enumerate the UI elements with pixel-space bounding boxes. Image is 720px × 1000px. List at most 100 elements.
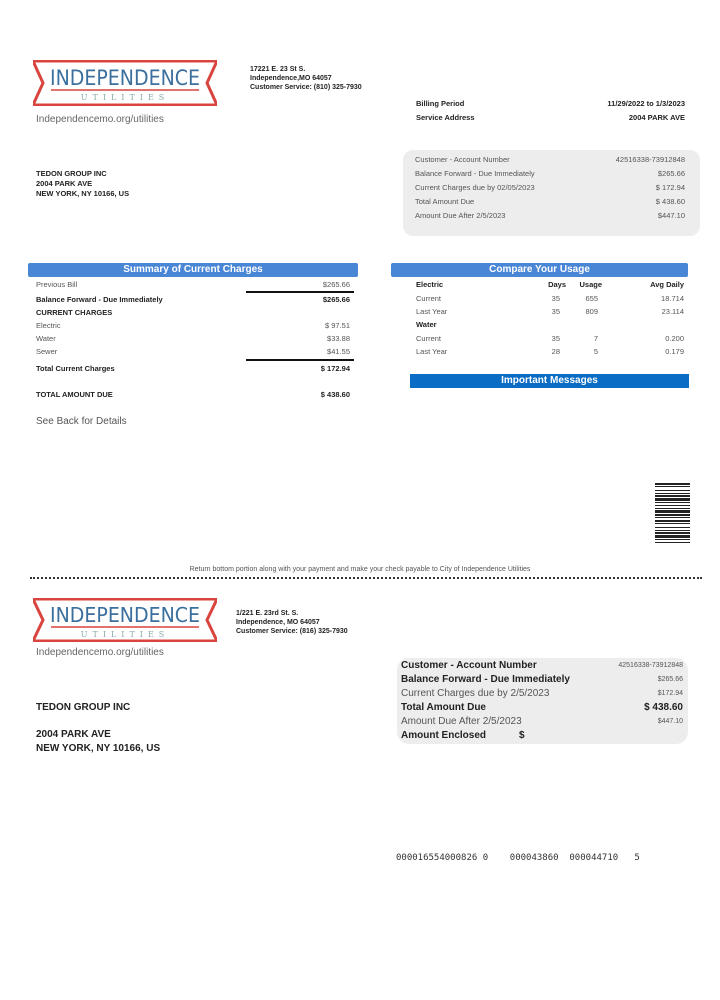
- barcode-bar: [655, 520, 690, 522]
- usage-days: 35: [551, 307, 560, 316]
- company-address: 17221 E. 23 St S. Independence,MO 64057 …: [250, 65, 362, 92]
- svg-text:UTILITIES: UTILITIES: [81, 630, 170, 639]
- stub-customer-address: 2004 PARK AVE NEW YORK, NY 10166, US: [36, 728, 160, 756]
- balance-forward-value: $265.66: [657, 169, 685, 178]
- account-number-value: 42516338-73912848: [618, 662, 683, 669]
- amount-after-value: $447.10: [657, 718, 683, 725]
- barcode-bar: [655, 510, 690, 513]
- ocr-scanline: 000016554000826 0 000043860 000044710 5: [396, 853, 640, 863]
- svg-text:UTILITIES: UTILITIES: [81, 93, 170, 102]
- return-instructions: Return bottom portion along with your pa…: [189, 566, 531, 573]
- usage-row-label: Last Year: [416, 307, 448, 316]
- total-due-value: $ 438.60: [644, 702, 683, 713]
- previous-bill-value: $265.66: [322, 280, 350, 289]
- customer-name: TEDON GROUP INC: [36, 169, 107, 178]
- usage-days: 35: [551, 294, 560, 303]
- current-charges-value: $ 172.94: [655, 183, 685, 192]
- usage-value: 809: [585, 307, 598, 316]
- website-link[interactable]: Independencemo.org/utilities: [36, 114, 164, 125]
- column-days: Days: [548, 280, 566, 289]
- charge-label: Electric: [36, 321, 61, 330]
- charge-value: $41.55: [327, 347, 350, 356]
- usage-days: 35: [551, 334, 560, 343]
- barcode-bar: [655, 535, 690, 538]
- current-charges-heading: CURRENT CHARGES: [36, 308, 113, 317]
- tear-line: [30, 577, 702, 579]
- customer-street: 2004 PARK AVE: [36, 179, 93, 188]
- barcode-bar: [655, 539, 690, 540]
- usage-value: 7: [593, 334, 598, 343]
- usage-row-label: Current: [416, 334, 442, 343]
- total-due-value: $ 438.60: [655, 197, 685, 206]
- customer-street: 2004 PARK AVE: [36, 729, 111, 740]
- address-line: 17221 E. 23 St S.: [250, 66, 306, 73]
- svg-text:INDEPENDENCE: INDEPENDENCE: [50, 603, 200, 627]
- charge-label: Water: [36, 334, 56, 343]
- stub-company-address: 1/221 E. 23rd St. S. Independence, MO 64…: [236, 609, 348, 636]
- previous-bill-label: Previous Bill: [36, 280, 78, 289]
- customer-service-phone: Customer Service: (816) 325-7930: [236, 628, 348, 635]
- water-label: Water: [416, 320, 437, 329]
- balance-forward-label: Balance Forward - Due Immediately: [415, 169, 535, 178]
- balance-forward-label: Balance Forward - Due Immediately: [401, 674, 570, 685]
- amount-after-label: Amount Due After 2/5/2023: [401, 716, 522, 727]
- usage-avg: 0.179: [665, 347, 684, 356]
- customer-address-block: TEDON GROUP INC 2004 PARK AVE NEW YORK, …: [36, 169, 129, 199]
- balance-forward-label: Balance Forward - Due Immediately: [36, 295, 163, 304]
- service-address-value: 2004 PARK AVE: [628, 113, 685, 122]
- amount-enclosed-input[interactable]: $: [519, 730, 525, 741]
- account-summary-box: Customer - Account Number 42516338-739128…: [403, 150, 700, 236]
- total-amount-due-value: $ 438.60: [320, 390, 350, 399]
- balance-forward-value: $265.66: [322, 295, 350, 304]
- current-charges-value: $172.94: [657, 690, 683, 697]
- divider: [246, 359, 354, 361]
- svg-text:INDEPENDENCE: INDEPENDENCE: [50, 66, 200, 90]
- usage-table: Electric Days Usage Avg Daily Current 35…: [416, 278, 684, 368]
- see-back-note: See Back for Details: [36, 416, 127, 427]
- website-link[interactable]: Independencemo.org/utilities: [36, 647, 164, 658]
- total-due-label: Total Amount Due: [415, 197, 475, 206]
- company-logo: INDEPENDENCE UTILITIES: [33, 598, 217, 642]
- important-messages-header: Important Messages: [410, 374, 689, 388]
- customer-city: NEW YORK, NY 10166, US: [36, 743, 161, 754]
- total-due-label: Total Amount Due: [401, 702, 486, 713]
- barcode-bar: [655, 508, 690, 509]
- barcode-bar: [655, 523, 690, 524]
- usage-value: 5: [593, 347, 598, 356]
- stub-payment-box: Customer - Account Number 42516338-73912…: [397, 658, 688, 744]
- barcode-bar: [655, 530, 690, 531]
- barcode-bar: [655, 527, 690, 528]
- total-amount-due-label: TOTAL AMOUNT DUE: [36, 390, 113, 399]
- usage-avg: 0.200: [665, 334, 684, 343]
- current-charges-label: Current Charges due by 02/05/2023: [415, 183, 535, 192]
- current-charges-label: Current Charges due by 2/5/2023: [401, 688, 550, 699]
- usage-row-label: Current: [416, 294, 442, 303]
- barcode-bar: [655, 517, 690, 518]
- address-line: Independence, MO 64057: [236, 619, 320, 626]
- column-avg-daily: Avg Daily: [650, 280, 684, 289]
- service-address-label: Service Address: [416, 113, 475, 122]
- charge-label: Sewer: [36, 347, 58, 356]
- barcode-bar: [655, 495, 690, 497]
- account-number-label: Customer - Account Number: [415, 155, 510, 164]
- usage-row-label: Last Year: [416, 347, 448, 356]
- usage-avg: 18.714: [661, 294, 684, 303]
- account-number-label: Customer - Account Number: [401, 660, 537, 671]
- amount-after-label: Amount Due After 2/5/2023: [415, 211, 506, 220]
- summary-header: Summary of Current Charges: [28, 263, 358, 277]
- balance-forward-value: $265.66: [657, 676, 683, 683]
- stub-customer-name: TEDON GROUP INC: [36, 702, 131, 713]
- amount-after-value: $447.10: [657, 211, 685, 220]
- barcode: [655, 483, 690, 543]
- barcode-bar: [655, 493, 690, 494]
- barcode-bar: [655, 486, 690, 487]
- billing-period-label: Billing Period: [416, 99, 465, 108]
- electric-label: Electric: [416, 280, 444, 289]
- total-current-label: Total Current Charges: [36, 364, 115, 373]
- company-logo: INDEPENDENCE UTILITIES: [33, 60, 217, 106]
- usage-avg: 23.114: [661, 307, 684, 316]
- column-usage: Usage: [579, 280, 602, 289]
- charge-value: $33.88: [327, 334, 350, 343]
- barcode-bar: [655, 542, 690, 543]
- summary-table: Previous Bill $265.66 Balance Forward - D…: [36, 278, 354, 408]
